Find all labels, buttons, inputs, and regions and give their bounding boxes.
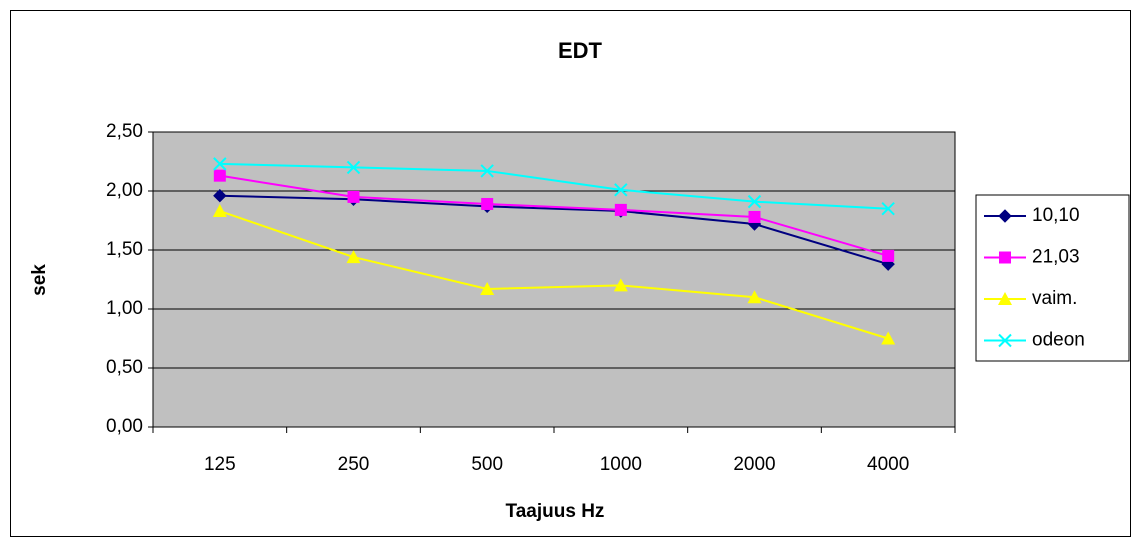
marker: [614, 203, 627, 216]
chart-title: EDT: [558, 38, 603, 63]
y-tick-label: 1,50: [106, 239, 143, 260]
series-line: [219, 162, 889, 210]
plot-area: [152, 131, 956, 428]
legend-label: odeon: [1032, 330, 1085, 351]
x-tick-label: 4000: [867, 454, 909, 475]
y-tick-label: 0,50: [106, 357, 143, 378]
legend-marker: [998, 333, 1012, 348]
marker: [614, 183, 628, 197]
x-tick-label: 125: [204, 454, 236, 475]
y-tick-label: 2,50: [106, 121, 143, 142]
legend-label: vaim.: [1032, 288, 1077, 309]
legend-marker: [998, 292, 1012, 305]
marker: [213, 169, 226, 182]
y-axis-label: sek: [29, 264, 50, 296]
marker: [347, 190, 360, 203]
marker: [748, 210, 761, 223]
marker: [882, 249, 895, 262]
marker: [346, 160, 361, 175]
legend-label: 10,10: [1032, 205, 1080, 226]
x-tick-label: 2000: [733, 454, 775, 475]
legend-box: [975, 194, 1130, 362]
series-line: [219, 174, 889, 257]
series-line: [219, 210, 889, 340]
marker: [213, 157, 227, 171]
marker: [747, 194, 762, 209]
legend-marker: [999, 251, 1011, 264]
legend: 10,10 21,03 vaim. odeon: [975, 194, 1130, 362]
x-tick-label: 1000: [600, 454, 642, 475]
legend-label: 21,03: [1032, 247, 1080, 268]
y-tick-label: 2,00: [106, 180, 143, 201]
legend-marker: [998, 209, 1012, 223]
marker: [480, 281, 495, 295]
marker: [212, 204, 227, 218]
x-tick-label: 250: [338, 454, 370, 475]
y-tick-label: 1,00: [106, 298, 143, 319]
marker: [881, 331, 896, 345]
marker: [881, 201, 895, 216]
marker: [481, 197, 494, 210]
marker: [747, 290, 762, 304]
marker: [480, 164, 494, 178]
marker: [346, 250, 361, 264]
x-axis-label: Taajuus Hz: [506, 501, 605, 522]
marker: [613, 278, 628, 292]
x-tick-label: 500: [471, 454, 503, 475]
y-tick-label: 0,00: [106, 416, 143, 437]
series-line: [219, 194, 889, 266]
marker: [213, 189, 227, 203]
